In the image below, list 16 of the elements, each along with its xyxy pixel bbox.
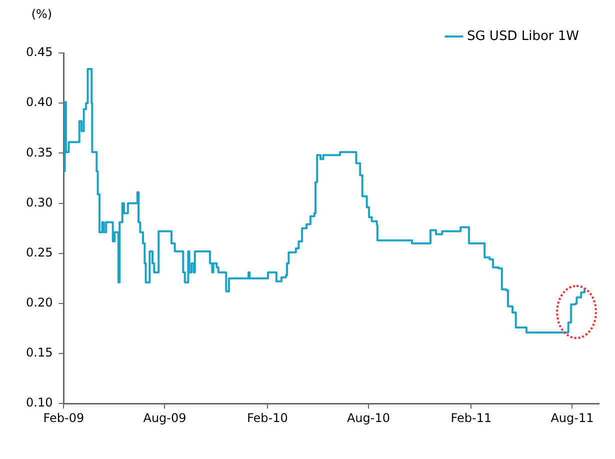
y-tick-label: 0.45: [26, 45, 53, 60]
y-tick-label: 0.35: [26, 145, 53, 160]
x-tick-label: Feb-11: [450, 410, 492, 425]
y-tick-label: 0.10: [26, 396, 53, 410]
x-tick-label: Aug-09: [143, 410, 186, 425]
legend-label: SG USD Libor 1W: [466, 28, 580, 44]
x-tick-label: Feb-10: [247, 410, 288, 425]
y-tick-label: 0.15: [26, 346, 53, 360]
x-tick-label: Aug-10: [346, 410, 390, 425]
y-axis-title: (%): [31, 7, 52, 22]
x-tick-label: Feb-09: [43, 410, 84, 425]
y-tick-label: 0.40: [26, 95, 53, 110]
y-tick-label: 0.30: [26, 195, 53, 210]
y-tick-label: 0.25: [26, 245, 53, 260]
x-tick-label: Aug-11: [550, 410, 594, 425]
y-tick-label: 0.20: [26, 296, 53, 310]
